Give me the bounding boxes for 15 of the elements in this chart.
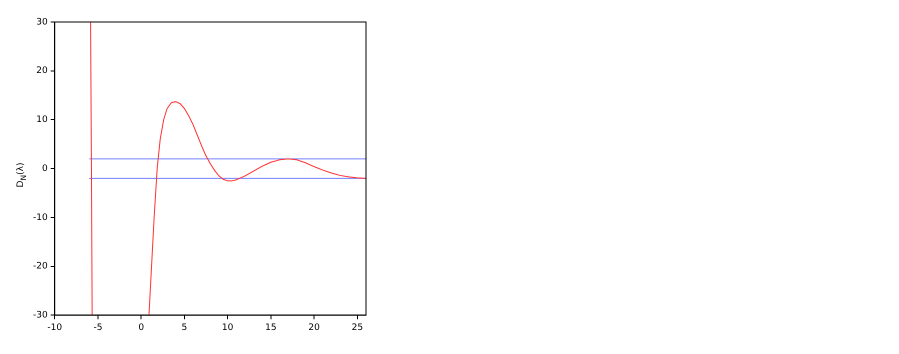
y-tick-label: 30 xyxy=(36,17,48,28)
y-tick-label: -30 xyxy=(32,310,48,321)
x-tick-label: 10 xyxy=(222,322,234,333)
y-tick-label: 0 xyxy=(42,164,48,174)
y-tick-label: -20 xyxy=(32,262,48,272)
y-tick-label: -10 xyxy=(32,212,48,223)
x-tick-label: -5 xyxy=(93,322,102,333)
x-tick-label: 25 xyxy=(352,322,364,333)
y-tick-label: 20 xyxy=(36,66,48,76)
x-tick-label: 5 xyxy=(182,322,188,333)
x-tick-label: 20 xyxy=(308,322,320,333)
y-tick-label: 10 xyxy=(36,115,48,126)
x-tick-label: 0 xyxy=(138,322,144,333)
x-tick-label: 15 xyxy=(265,322,277,333)
x-tick-label: -10 xyxy=(47,322,62,333)
